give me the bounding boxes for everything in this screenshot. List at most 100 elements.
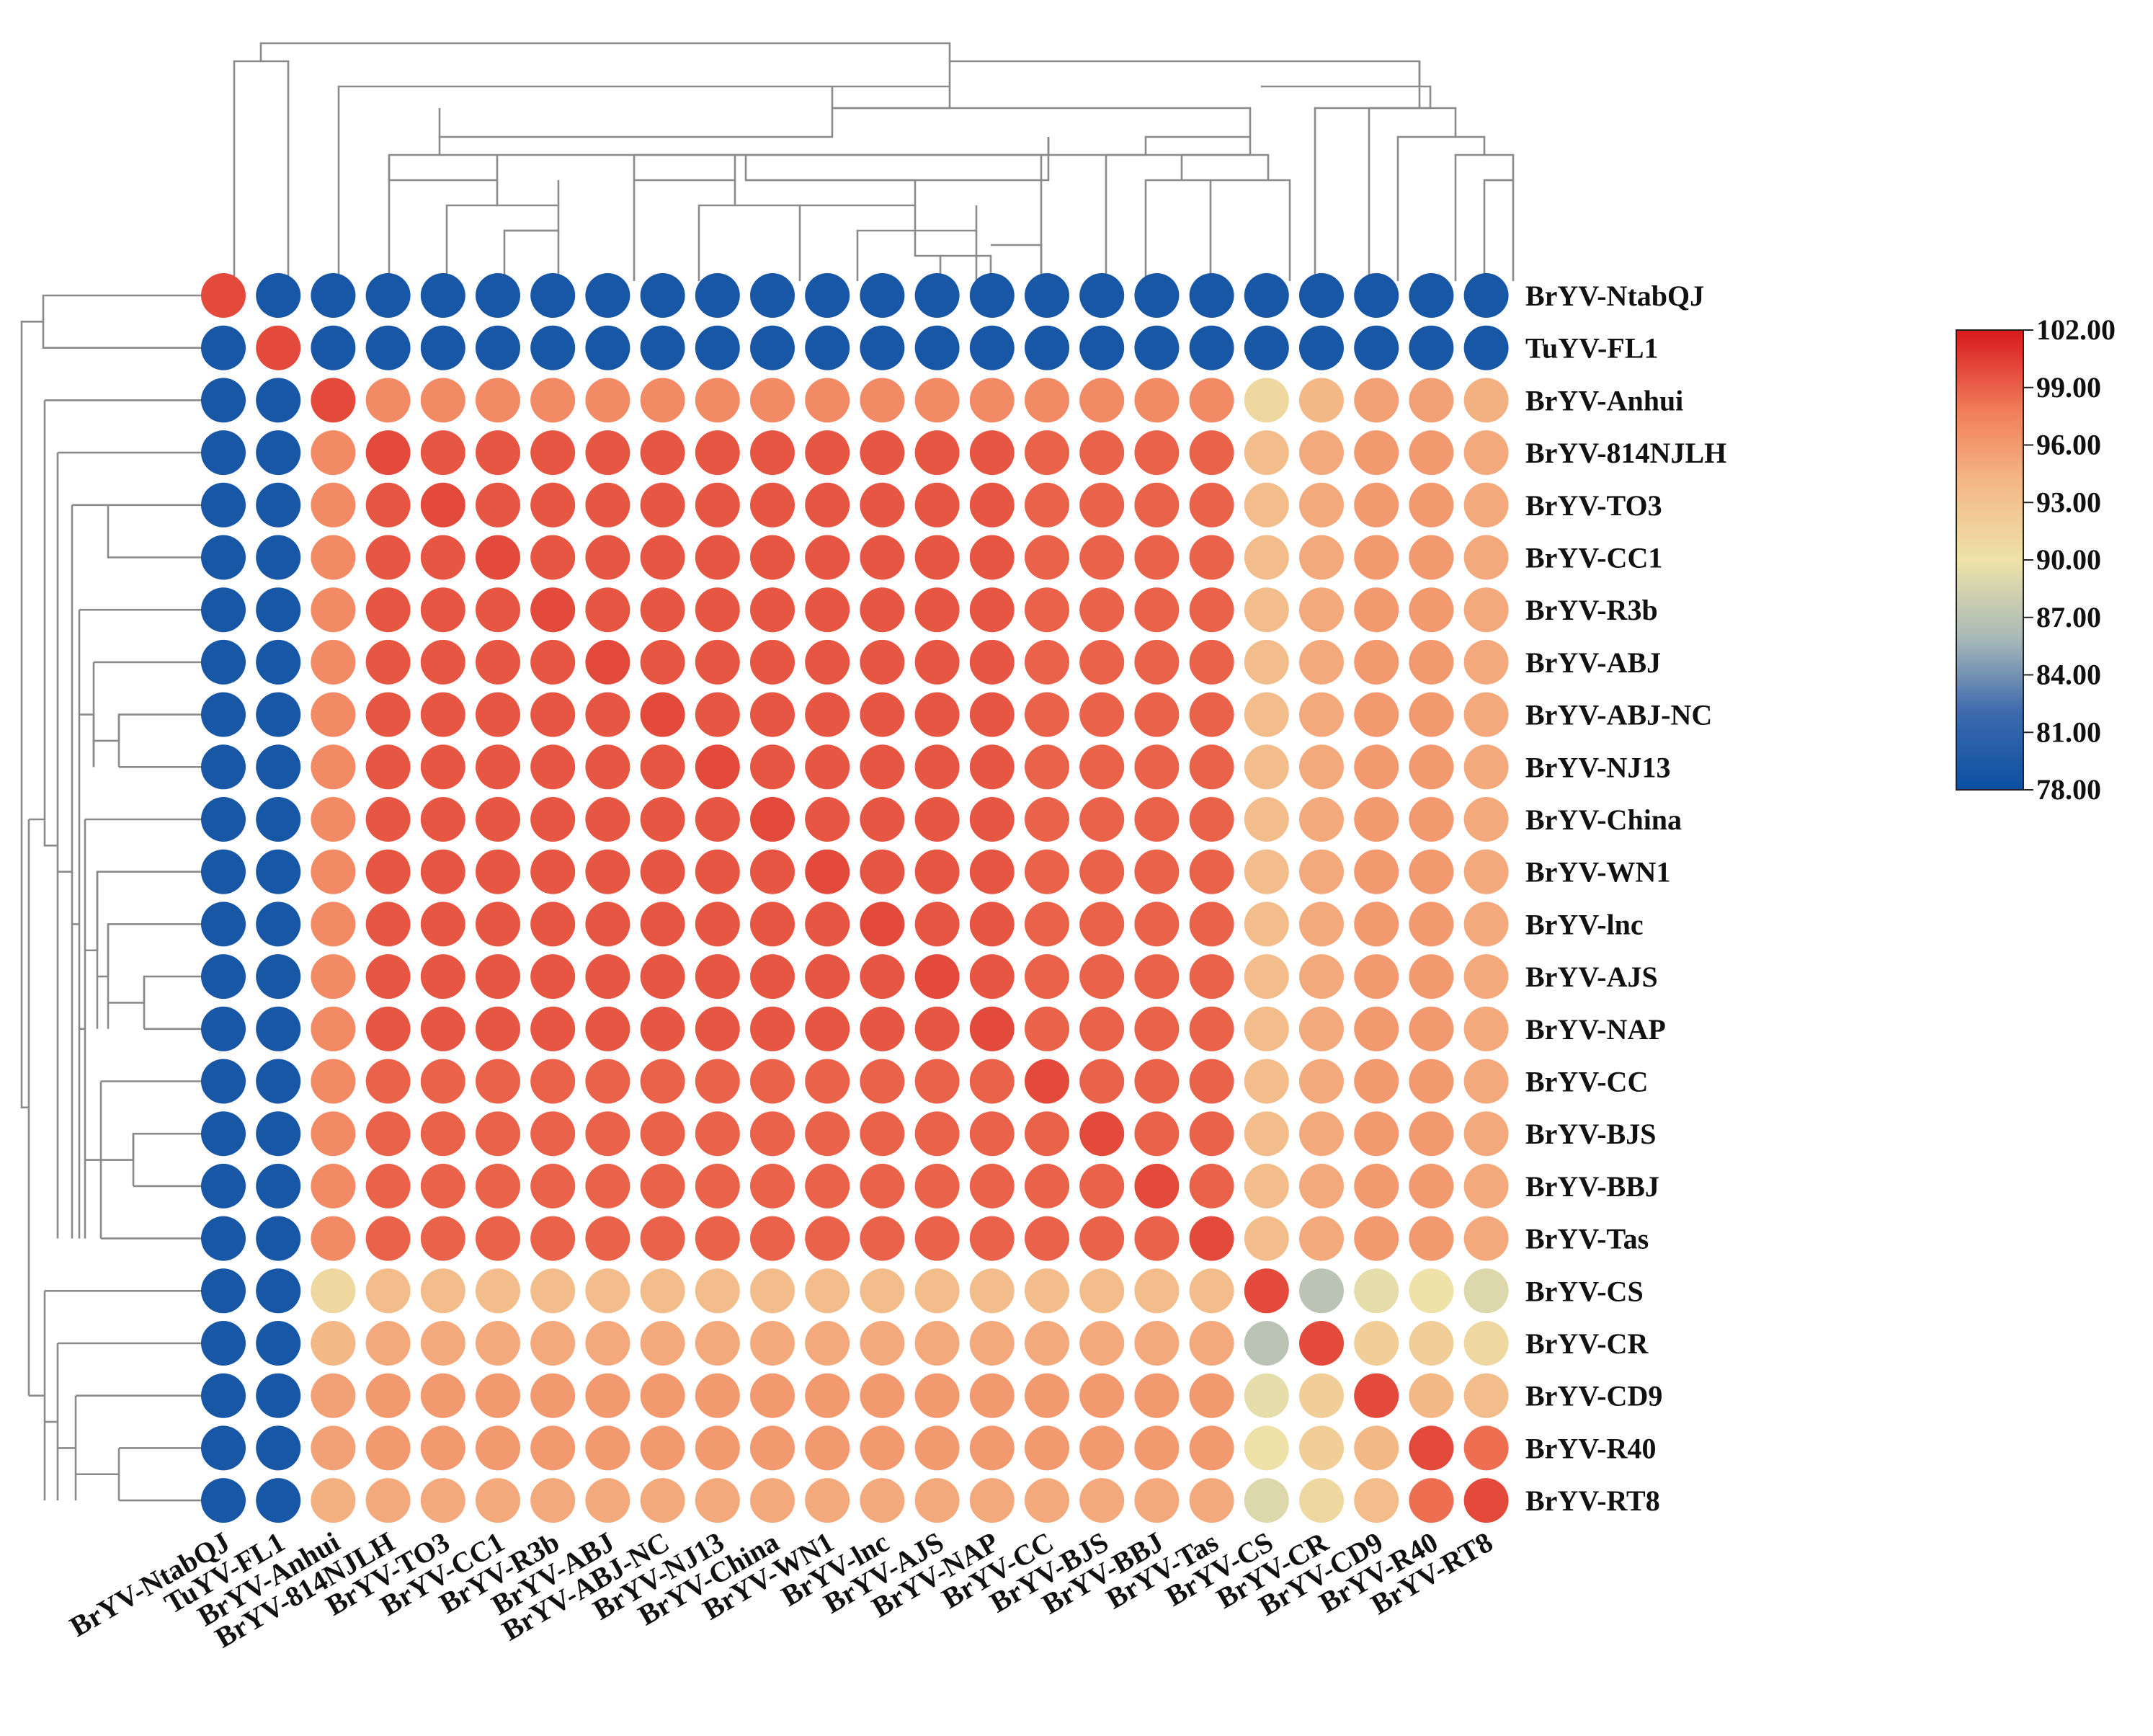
cell-BrYV-CS-BrYV-WN1 — [805, 1268, 850, 1314]
cell-BrYV-Anhui-BrYV-CC1 — [476, 378, 520, 423]
cell-BrYV-TO3-BrYV-R3b — [530, 482, 576, 528]
cell-BrYV-R3b-BrYV-NAP — [969, 587, 1015, 633]
cell-BrYV-BJS-BrYV-WN1 — [805, 1111, 850, 1157]
cell-BrYV-R40-BrYV-ABJ — [585, 1425, 630, 1471]
cell-BrYV-NAP-BrYV-R40 — [1409, 1006, 1454, 1051]
cell-BrYV-NAP-BrYV-NtabQJ — [201, 1006, 246, 1051]
cell-BrYV-NJ13-BrYV-R40 — [1409, 744, 1454, 790]
row-label: TuYV-FL1 — [1525, 332, 1659, 365]
cell-BrYV-NAP-BrYV-lnc — [860, 1006, 905, 1051]
cell-BrYV-ABJ-NC-BrYV-BBJ — [1134, 692, 1180, 737]
cell-BrYV-BBJ-BrYV-WN1 — [805, 1163, 850, 1208]
cell-BrYV-ABJ-NC-BrYV-RT8 — [1463, 692, 1509, 737]
cell-BrYV-R3b-BrYV-Anhui — [311, 587, 356, 633]
cell-BrYV-ABJ-BrYV-CC — [1025, 639, 1069, 685]
cell-BrYV-NtabQJ-BrYV-WN1 — [805, 273, 850, 318]
cell-BrYV-BBJ-BrYV-CR — [1299, 1163, 1344, 1208]
cell-BrYV-Anhui-BrYV-RT8 — [1463, 378, 1509, 423]
cell-BrYV-CC-BrYV-CC1 — [476, 1059, 520, 1104]
cell-TuYV-FL1-BrYV-WN1 — [805, 325, 850, 370]
cell-BrYV-814NJLH-BrYV-ABJ-NC — [640, 430, 685, 476]
cell-BrYV-NJ13-BrYV-CC — [1025, 744, 1069, 790]
cell-BrYV-Tas-BrYV-Tas — [1189, 1216, 1234, 1261]
cell-BrYV-NJ13-BrYV-CR — [1299, 744, 1344, 790]
cell-BrYV-CS-BrYV-Tas — [1189, 1268, 1234, 1314]
cell-BrYV-ABJ-BrYV-Tas — [1189, 639, 1234, 685]
cell-BrYV-NJ13-BrYV-CD9 — [1354, 744, 1399, 790]
cell-BrYV-CR-BrYV-AJS — [914, 1321, 960, 1366]
cell-BrYV-R3b-BrYV-TO3 — [420, 587, 465, 633]
cell-BrYV-NtabQJ-TuYV-FL1 — [256, 273, 301, 318]
cell-BrYV-BJS-BrYV-Tas — [1189, 1111, 1234, 1157]
colorbar-ticks: 102.00 99.00 96.00 93.00 90.00 87.00 84.00 81.0… — [2023, 313, 2116, 806]
cell-BrYV-BBJ-BrYV-R40 — [1409, 1163, 1454, 1208]
cell-BrYV-R40-BrYV-BJS — [1079, 1425, 1125, 1471]
cell-BrYV-CD9-BrYV-China — [750, 1373, 795, 1418]
cell-BrYV-WN1-BrYV-ABJ — [585, 849, 630, 894]
cell-BrYV-CD9-BrYV-ABJ-NC — [640, 1373, 685, 1418]
cell-BrYV-ABJ-NC-BrYV-BJS — [1079, 692, 1125, 737]
cell-BrYV-AJS-BrYV-R3b — [530, 954, 576, 1000]
cell-BrYV-R40-BrYV-BBJ — [1134, 1425, 1180, 1471]
cell-BrYV-CR-BrYV-CS — [1244, 1321, 1289, 1366]
cell-BrYV-BBJ-BrYV-CC — [1025, 1163, 1069, 1208]
cell-BrYV-China-BrYV-R3b — [530, 797, 576, 842]
cell-BrYV-China-BrYV-BBJ — [1134, 797, 1180, 842]
cell-BrYV-TO3-BrYV-AJS — [914, 482, 960, 528]
cell-BrYV-China-BrYV-NAP — [969, 797, 1015, 842]
heatmap-cells — [201, 273, 1509, 1523]
cell-BrYV-Anhui-BrYV-AJS — [914, 378, 960, 423]
cell-BrYV-AJS-BrYV-CC1 — [476, 954, 520, 1000]
cell-BrYV-Tas-BrYV-China — [750, 1216, 795, 1261]
cell-BrYV-WN1-BrYV-CC1 — [476, 849, 520, 894]
cell-BrYV-Tas-BrYV-R3b — [530, 1216, 576, 1261]
row-label: BrYV-WN1 — [1525, 856, 1670, 889]
cell-BrYV-CR-BrYV-BJS — [1079, 1321, 1125, 1366]
cell-BrYV-CD9-BrYV-R3b — [530, 1373, 576, 1418]
cell-BrYV-BBJ-BrYV-China — [750, 1163, 795, 1208]
cell-BrYV-CR-BrYV-CC1 — [476, 1321, 520, 1366]
cell-BrYV-814NJLH-BrYV-814NJLH — [365, 430, 411, 476]
cell-TuYV-FL1-BrYV-R3b — [530, 325, 576, 370]
cell-BrYV-CC-BrYV-Tas — [1189, 1059, 1234, 1104]
cell-BrYV-WN1-BrYV-CR — [1299, 849, 1344, 894]
cell-BrYV-BBJ-BrYV-CS — [1244, 1163, 1289, 1208]
cell-BrYV-CC-BrYV-RT8 — [1463, 1059, 1509, 1104]
cell-BrYV-Anhui-BrYV-R40 — [1409, 378, 1454, 423]
cell-BrYV-TO3-TuYV-FL1 — [256, 482, 301, 528]
cell-BrYV-814NJLH-BrYV-CS — [1244, 430, 1289, 476]
cell-BrYV-AJS-BrYV-RT8 — [1463, 954, 1509, 1000]
cell-BrYV-RT8-BrYV-CC — [1025, 1478, 1069, 1523]
cell-BrYV-NJ13-BrYV-CC1 — [476, 744, 520, 790]
cell-BrYV-CC-BrYV-BJS — [1079, 1059, 1125, 1104]
cell-BrYV-BJS-BrYV-Anhui — [311, 1111, 356, 1157]
row-label: BrYV-ABJ — [1525, 646, 1661, 679]
cell-BrYV-RT8-BrYV-Anhui — [311, 1478, 356, 1523]
cell-BrYV-CD9-BrYV-AJS — [914, 1373, 960, 1418]
cell-BrYV-R3b-BrYV-CC — [1025, 587, 1069, 633]
cell-BrYV-R40-BrYV-ABJ-NC — [640, 1425, 685, 1471]
cell-BrYV-CD9-BrYV-lnc — [860, 1373, 905, 1418]
cell-BrYV-CC-BrYV-BBJ — [1134, 1059, 1180, 1104]
cell-BrYV-NJ13-BrYV-814NJLH — [365, 744, 411, 790]
cell-TuYV-FL1-BrYV-TO3 — [420, 325, 465, 370]
cell-BrYV-CC-BrYV-CD9 — [1354, 1059, 1399, 1104]
cell-BrYV-WN1-BrYV-BJS — [1079, 849, 1125, 894]
cell-BrYV-Anhui-BrYV-lnc — [860, 378, 905, 423]
cell-BrYV-Anhui-BrYV-CC — [1025, 378, 1069, 423]
cell-BrYV-R3b-BrYV-BJS — [1079, 587, 1125, 633]
cell-BrYV-CR-BrYV-CC — [1025, 1321, 1069, 1366]
cell-BrYV-NJ13-BrYV-BBJ — [1134, 744, 1180, 790]
cell-BrYV-814NJLH-BrYV-Tas — [1189, 430, 1234, 476]
cell-BrYV-NAP-BrYV-NAP — [969, 1006, 1015, 1051]
cell-BrYV-BJS-BrYV-lnc — [860, 1111, 905, 1157]
cell-BrYV-AJS-BrYV-BBJ — [1134, 954, 1180, 1000]
cell-BrYV-AJS-BrYV-814NJLH — [365, 954, 411, 1000]
cell-BrYV-RT8-BrYV-BJS — [1079, 1478, 1125, 1523]
cell-BrYV-TO3-BrYV-ABJ-NC — [640, 482, 685, 528]
cell-BrYV-Tas-BrYV-CS — [1244, 1216, 1289, 1261]
cell-BrYV-CD9-BrYV-TO3 — [420, 1373, 465, 1418]
cell-BrYV-CD9-BrYV-NtabQJ — [201, 1373, 246, 1418]
cell-BrYV-BBJ-BrYV-ABJ-NC — [640, 1163, 685, 1208]
cell-BrYV-NJ13-BrYV-Tas — [1189, 744, 1234, 790]
